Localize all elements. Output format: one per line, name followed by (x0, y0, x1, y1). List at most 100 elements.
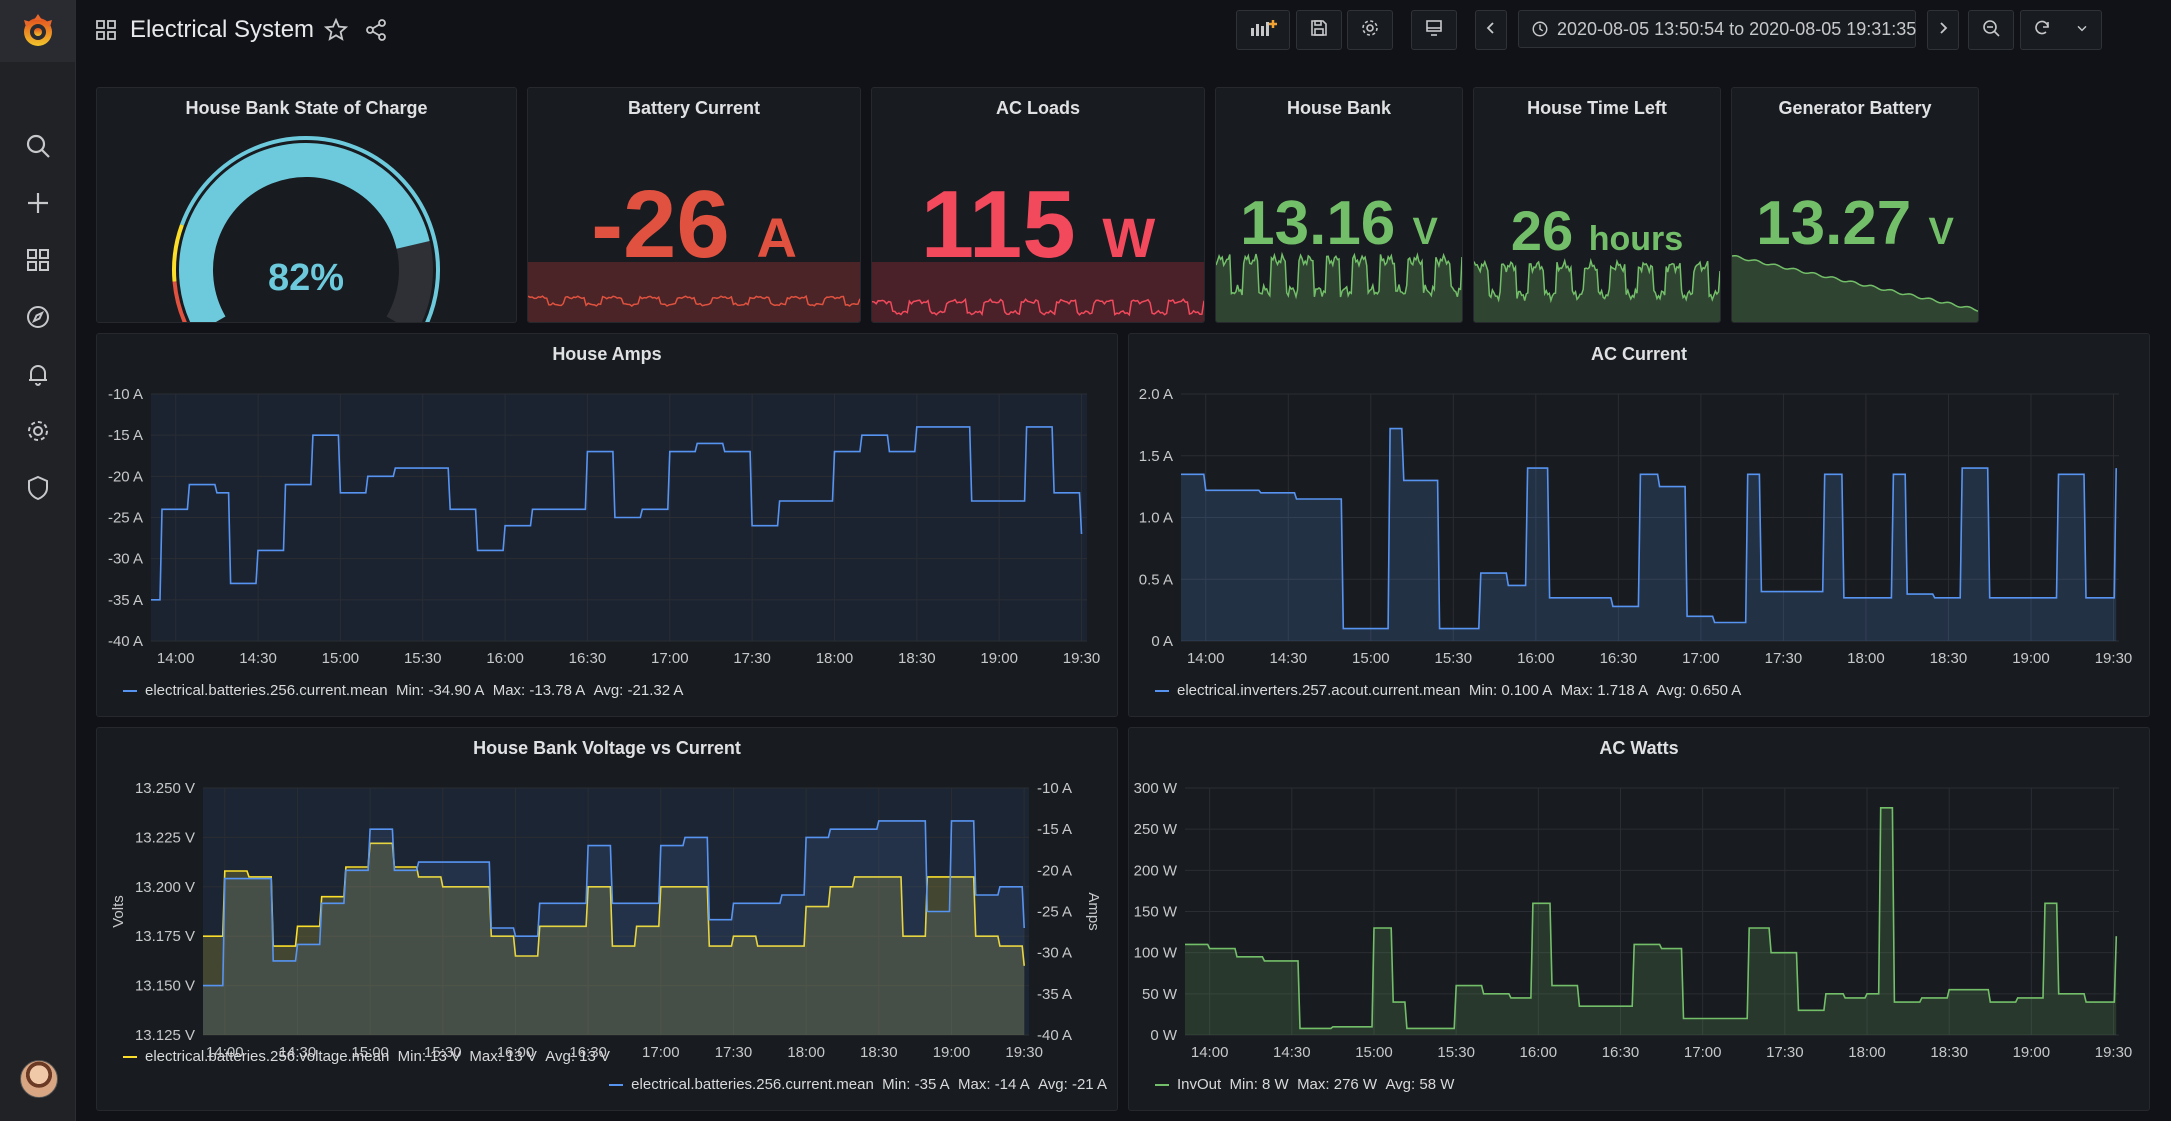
legend-item[interactable]: InvOut Min: 8 W Max: 276 W Avg: 58 W (1155, 1076, 1454, 1093)
voltage-vs-current-panel[interactable]: House Bank Voltage vs Current 13.250 V 13… (96, 727, 1118, 1111)
refresh-button[interactable] (2020, 10, 2102, 50)
gear-icon (1360, 18, 1380, 43)
house-amps-graph[interactable]: -10 A -15 A -20 A -25 A -30 A -35 A -40 A 14:00… (97, 334, 1117, 716)
x-tick-label: 14:30 (1273, 1044, 1311, 1061)
x-tick-label: 15:30 (424, 1044, 462, 1061)
dashboard-title[interactable]: Electrical System (130, 16, 315, 43)
stat-value: 115 W (872, 170, 1204, 280)
legend-item[interactable]: electrical.inverters.257.acout.current.m… (1155, 682, 1741, 699)
time-shift-forward-button[interactable] (1927, 10, 1959, 50)
y2-tick-label: -15 A (1037, 821, 1072, 838)
dashboard-settings-button[interactable] (1347, 10, 1393, 50)
search-icon[interactable] (19, 127, 57, 165)
legend-series-name: InvOut (1177, 1076, 1222, 1093)
legend-series-name: electrical.inverters.257.acout.current.m… (1177, 682, 1461, 699)
save-dashboard-button[interactable] (1296, 10, 1342, 50)
avatar[interactable] (20, 1060, 58, 1098)
legend-avg: Avg: -21.32 A (593, 682, 684, 699)
y2-tick-label: -35 A (1037, 986, 1072, 1003)
ac-watts-graph[interactable]: 300 W 250 W 200 W 150 W 100 W 50 W 0 W 14:00 14:… (1129, 728, 2149, 1110)
dashboard-grid-icon[interactable] (95, 19, 117, 46)
panel-title: Generator Battery (1778, 98, 1932, 118)
y2-tick-label: -10 A (1037, 780, 1072, 797)
x-tick-label: 15:00 (1352, 650, 1390, 667)
compass-icon[interactable] (19, 298, 57, 336)
sparkline-line (528, 294, 860, 307)
house-amps-panel[interactable]: House Amps -10 A -15 A -20 A -25 A -30 A -35 … (96, 333, 1118, 717)
sparkline-line (872, 297, 1204, 317)
series-line (151, 426, 1083, 601)
generator-battery-panel[interactable]: Generator Battery 13.27 V (1731, 87, 1979, 323)
x-tick-label: 15:30 (1437, 1044, 1475, 1061)
bell-icon[interactable] (19, 355, 57, 393)
voltage-vs-current-graph[interactable]: 13.250 V 13.225 V 13.200 V 13.175 V 13.150 V… (97, 728, 1117, 1110)
x-tick-label: 17:00 (651, 650, 689, 667)
value-unit: A (756, 206, 797, 269)
add-panel-button[interactable] (1236, 10, 1290, 50)
x-tick-label: 19:00 (980, 650, 1018, 667)
legend-item[interactable]: electrical.batteries.256.current.mean Mi… (123, 682, 683, 699)
tv-mode-button[interactable] (1411, 10, 1457, 50)
series-area (203, 843, 1025, 1035)
y2-tick-label: -40 A (1037, 1027, 1072, 1044)
gear-icon[interactable] (19, 412, 57, 450)
legend-min: Min: 13 V (397, 1048, 462, 1065)
battery-current-panel[interactable]: Battery Current -26 A (527, 87, 861, 323)
series-area (1185, 807, 2117, 1035)
legend-swatch (1155, 1084, 1169, 1087)
value-number: -26 (591, 171, 730, 278)
stat-value: 13.27 V (1732, 188, 1978, 259)
panel-title: AC Loads (995, 98, 1080, 118)
x-tick-label: 19:00 (2013, 1044, 2051, 1061)
time-range-picker[interactable]: 2020-08-05 13:50:54 to 2020-08-05 19:31:… (1518, 10, 1941, 48)
x-tick-label: 18:30 (1930, 650, 1968, 667)
x-tick-label: 16:00 (497, 1044, 535, 1061)
sparkline-line (1474, 257, 1720, 304)
legend-min: Min: 8 W (1229, 1076, 1289, 1093)
legend-item[interactable]: electrical.batteries.256.voltage.mean Mi… (123, 1048, 610, 1065)
legend-series-name: electrical.batteries.256.current.mean (145, 682, 388, 699)
value-number: 115 (920, 171, 1076, 278)
sparkline (528, 262, 860, 322)
value-number: 26 (1510, 199, 1574, 262)
ac-current-graph[interactable]: 2.0 A 1.5 A 1.0 A 0.5 A 0 A 14:00 14:30 15:00 15… (1129, 334, 2149, 716)
house-time-left-panel[interactable]: House Time Left 26 hours (1473, 87, 1721, 323)
sparkline-area (1216, 254, 1462, 322)
x-tick-label: 16:30 (1600, 650, 1638, 667)
legend-item[interactable]: electrical.batteries.256.current.mean Mi… (609, 1076, 1107, 1093)
ac-current-panel[interactable]: AC Current 2.0 A 1.5 A 1.0 A 0.5 A 0 A 14:00 1… (1128, 333, 2150, 717)
x-tick-label: 17:30 (1766, 1044, 1804, 1061)
chevron-right-icon (1933, 18, 1953, 43)
ac-watts-panel[interactable]: AC Watts 300 W 250 W 200 W 150 W 100 W 50 W 0 … (1128, 727, 2150, 1111)
panel-title: House Amps (552, 344, 662, 364)
house-bank-panel[interactable]: House Bank 13.16 V (1215, 87, 1463, 323)
legend-max: Max: -14 A (958, 1076, 1030, 1093)
sparkline-area (1732, 255, 1978, 322)
panel-title: AC Watts (1599, 738, 1679, 758)
ac-loads-panel[interactable]: AC Loads 115 W (871, 87, 1205, 323)
grafana-logo-icon[interactable] (0, 0, 75, 62)
shield-icon[interactable] (19, 469, 57, 507)
y-tick-label: 1.5 A (1139, 448, 1173, 465)
legend-series-name: electrical.batteries.256.voltage.mean (145, 1048, 390, 1065)
x-tick-label: 17:30 (715, 1044, 753, 1061)
gauge-fill (179, 143, 430, 322)
y-tick-label: 13.175 V (135, 928, 195, 945)
panel-title: House Time Left (1527, 98, 1667, 118)
series-area (203, 820, 1025, 1035)
zoom-out-button[interactable] (1968, 10, 2014, 50)
stat-value: -26 A (528, 170, 860, 280)
value-unit: hours (1588, 220, 1684, 258)
sparkline (1732, 254, 1978, 322)
legend-avg: Avg: 0.650 A (1656, 682, 1742, 699)
plus-icon[interactable] (19, 184, 57, 222)
y-tick-label: -20 A (108, 468, 143, 485)
share-icon[interactable] (364, 18, 388, 47)
y2-tick-label: -25 A (1037, 904, 1072, 921)
star-icon[interactable] (323, 17, 349, 47)
gauge-threshold-yellow (172, 224, 184, 282)
legend-series-name: electrical.batteries.256.current.mean (631, 1076, 874, 1093)
soc-gauge-panel[interactable]: House Bank State of Charge 82% (96, 87, 517, 323)
dashboards-icon[interactable] (19, 241, 57, 279)
time-shift-back-button[interactable] (1475, 10, 1507, 50)
